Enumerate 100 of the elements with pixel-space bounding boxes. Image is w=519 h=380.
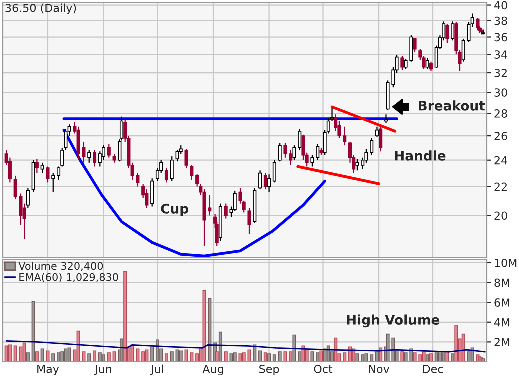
bar (145, 350, 149, 362)
y-tick-label: 28 (494, 110, 508, 118)
bar (320, 350, 324, 362)
candlestick (258, 170, 262, 190)
annotation: Cup (161, 204, 188, 216)
y-tick-label: 36 (494, 33, 508, 42)
x-tick-label: Jul (150, 364, 164, 376)
bar (348, 346, 352, 362)
bar (462, 334, 466, 362)
x-tick-label: Sep (260, 364, 280, 376)
candlestick (150, 178, 154, 208)
candlestick (264, 172, 268, 190)
candlestick (52, 172, 56, 193)
bar (264, 352, 268, 362)
bar (107, 352, 111, 362)
y-tick-label: 40 (494, 1, 508, 10)
bar (429, 354, 433, 362)
candlestick (426, 58, 430, 70)
candlestick (184, 148, 188, 169)
line-series (62, 128, 326, 258)
x-tick-label: Dec (423, 365, 444, 374)
bar (46, 350, 50, 362)
bar (224, 352, 228, 362)
candlestick (272, 160, 276, 184)
annotation: Handle (395, 150, 446, 161)
candlestick (289, 150, 293, 166)
candlestick (310, 154, 314, 168)
bar (343, 352, 347, 362)
x-tick-label: Oct (314, 364, 333, 374)
y-tick-label: 34 (494, 50, 508, 59)
candlestick (356, 158, 360, 172)
candlestick (164, 167, 168, 184)
bar (334, 338, 338, 362)
legend-label: EMA(60) 1,029,830 (20, 273, 118, 282)
line-series (6, 340, 486, 353)
candlestick (248, 208, 252, 236)
bar (92, 350, 97, 362)
candlestick (170, 156, 174, 182)
y-tick-label: 8M (494, 278, 510, 288)
bar (305, 350, 309, 362)
candlestick (284, 142, 288, 158)
x-tick-label: May (38, 365, 60, 376)
candlestick (278, 142, 282, 162)
chart-title: 36.50 (Daily) (6, 4, 76, 15)
bar (35, 352, 39, 362)
candlestick (400, 56, 404, 71)
candlestick (384, 114, 388, 124)
bar (112, 352, 116, 362)
y-tick-label: 6M (494, 298, 510, 307)
y-tick-label: 4M (494, 318, 510, 327)
candlestick (88, 150, 92, 164)
candlestick (92, 150, 97, 168)
bar (22, 342, 26, 362)
x-tick-label: Nov (369, 365, 390, 374)
y-tick-label: 30 (494, 88, 508, 97)
candlestick (379, 126, 383, 152)
bar (400, 352, 404, 362)
candlestick (429, 61, 433, 72)
bar (422, 352, 426, 362)
y-tick-label: 26 (494, 132, 508, 140)
y-tick-label: 22 (494, 182, 507, 191)
bar (238, 354, 242, 362)
candlestick (57, 166, 61, 181)
bar (284, 352, 288, 362)
candlestick (451, 21, 455, 42)
candlestick (176, 150, 180, 162)
legend-label: Volume 320,400 (18, 262, 104, 272)
y-tick-label: 20 (494, 212, 508, 220)
candlestick (35, 158, 39, 174)
x-tick-label: Jun (94, 365, 112, 376)
y-tick-label: 10M (495, 258, 517, 268)
candlestick (370, 138, 374, 156)
y-tick-label: 24 (494, 156, 508, 165)
candlestick (46, 166, 50, 184)
candlestick (375, 126, 380, 138)
bar (215, 352, 219, 362)
candlestick (298, 128, 302, 151)
candlestick (190, 164, 194, 181)
candlestick (26, 188, 30, 209)
bar (8, 344, 12, 362)
bar (4, 346, 8, 362)
candlestick (107, 144, 111, 158)
candlestick (446, 24, 450, 44)
y-tick-label: 32 (494, 68, 507, 78)
candlestick (476, 18, 480, 32)
bar (289, 352, 293, 362)
candlestick (268, 174, 272, 193)
y-tick-label: 38 (494, 16, 508, 26)
candlestick (224, 203, 228, 220)
bar (202, 290, 206, 362)
bar (164, 354, 168, 362)
y-tick-label: 2M (494, 338, 510, 346)
bar (142, 352, 146, 362)
annotation: High Volume (347, 314, 440, 328)
candlestick (316, 144, 320, 161)
candlestick (343, 126, 347, 146)
candlestick (40, 162, 44, 174)
x-tick-label: Aug (202, 365, 224, 376)
annotation: Breakout (419, 100, 486, 111)
bar (124, 271, 128, 362)
